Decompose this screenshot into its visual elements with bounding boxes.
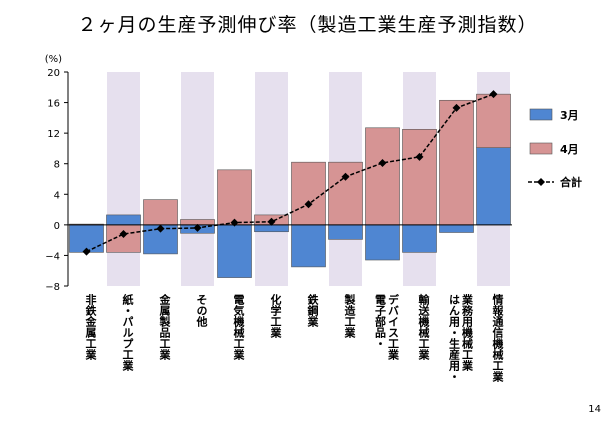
x-tick-label: 鉄鋼業 xyxy=(306,293,320,328)
x-tick-label: 情報通信機械工業 xyxy=(491,293,505,383)
y-tick-label: −8 xyxy=(45,282,60,293)
bar-march xyxy=(328,224,363,240)
total-marker xyxy=(230,218,239,227)
total-line-path xyxy=(86,93,494,253)
legend-swatch-march xyxy=(529,108,553,121)
category-band xyxy=(107,72,140,286)
bar-march xyxy=(291,224,326,268)
legend-label-april: 4月 xyxy=(560,143,579,156)
total-marker xyxy=(119,230,128,239)
legend-label-march: 3月 xyxy=(560,109,579,122)
bar-april xyxy=(439,99,474,226)
total-marker xyxy=(156,224,165,233)
total-marker xyxy=(415,152,424,161)
total-marker xyxy=(341,172,350,181)
x-tick-label: デバイス工業 xyxy=(387,293,401,361)
x-tick-label: 電気機械工業 xyxy=(232,294,246,361)
bar-april xyxy=(106,224,141,253)
x-tick-label: はん用・生産用・ xyxy=(448,294,461,382)
y-tick-label: 4 xyxy=(54,190,60,201)
bar-april xyxy=(217,169,252,226)
bar-april xyxy=(291,161,326,226)
x-tick-label: 金属製品工業 xyxy=(158,293,172,361)
total-marker xyxy=(304,200,313,209)
x-tick-label: 電子部品・ xyxy=(374,294,387,349)
total-marker xyxy=(378,158,387,167)
bar-april xyxy=(365,127,400,226)
x-tick-label: 輸送機械工業 xyxy=(417,293,431,361)
bar-april xyxy=(402,129,437,226)
y-tick-label: 20 xyxy=(47,68,60,79)
x-tick-label: 非鉄金属工業 xyxy=(84,293,98,361)
total-marker xyxy=(452,103,461,112)
bar-april xyxy=(143,199,178,226)
x-tick-label: 紙・パルプ工業 xyxy=(121,293,135,372)
bar-march xyxy=(439,224,474,233)
legend-label-total: 合計 xyxy=(560,175,582,189)
total-line xyxy=(82,90,498,256)
y-tick-label: 12 xyxy=(47,129,60,140)
y-tick-label: 0 xyxy=(54,221,60,232)
x-tick-label: 製造工業 xyxy=(343,293,357,339)
total-marker xyxy=(193,223,202,232)
y-tick-label: 8 xyxy=(54,160,60,171)
total-marker xyxy=(489,90,498,99)
bar-march xyxy=(365,224,400,261)
bar-march xyxy=(402,224,437,253)
category-band xyxy=(181,72,214,286)
bar-march xyxy=(476,147,511,226)
category-band xyxy=(255,72,288,286)
legend-marker-total xyxy=(537,178,545,186)
total-marker xyxy=(82,247,91,256)
bar-march xyxy=(254,224,289,233)
bar-march xyxy=(106,214,141,226)
bar-april xyxy=(476,93,511,148)
axes: 20 16 12 8 4 0 −4 −8 (%) xyxy=(45,54,512,293)
chart-title: ２ヶ月の生産予測伸び率（製造工業生産予測指数） xyxy=(77,14,538,36)
y-axis-label: (%) xyxy=(45,54,62,65)
y-tick-label: 16 xyxy=(47,99,60,110)
x-tick-labels: 非鉄金属工業 紙・パルプ工業 金属製品工業 その他 電気機械工業 化学工業 鉄鋼業 製造工業 電… xyxy=(84,293,505,383)
x-tick-label: 業務用機械工業 xyxy=(461,293,475,372)
bar-march xyxy=(217,224,252,278)
x-tick-label: その他 xyxy=(195,294,209,328)
total-marker xyxy=(267,217,276,226)
page-number: 14 xyxy=(588,404,601,415)
x-tick-label: 化学工業 xyxy=(269,293,283,339)
legend-swatch-april xyxy=(529,142,553,155)
bars xyxy=(69,93,511,278)
y-tick-label: −4 xyxy=(45,251,60,262)
